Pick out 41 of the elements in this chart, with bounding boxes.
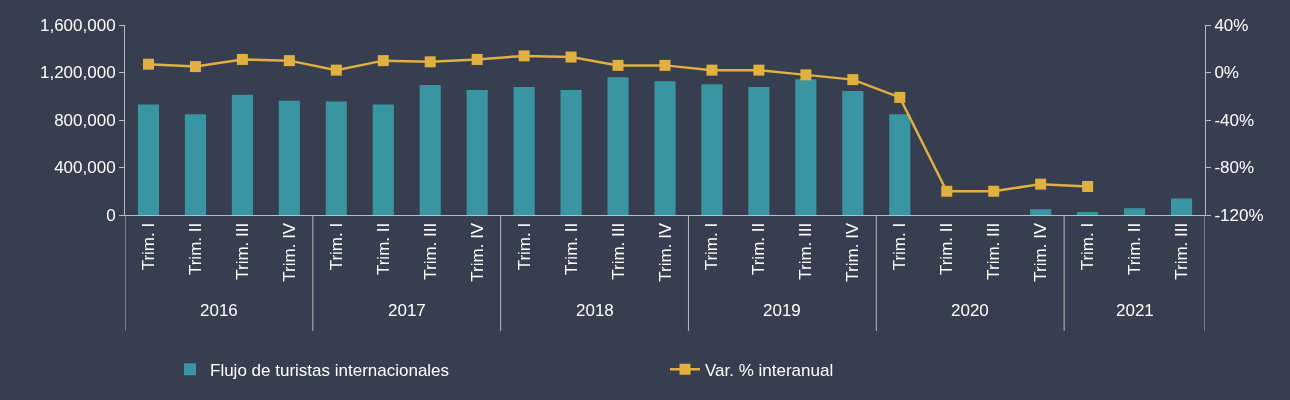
x-tick-label: Trim. I: [1078, 222, 1098, 271]
x-tick-label: Trim. I: [514, 222, 534, 271]
x-tick-label: Trim. I: [139, 222, 158, 271]
x-tick-label: Trim. III: [608, 222, 628, 280]
x-tick-label: Trim. II: [373, 222, 393, 276]
x-tick-label: Trim. IV: [1031, 222, 1051, 282]
y-tick-label: 1,200,000: [39, 63, 116, 83]
y-tick-label: 0: [106, 205, 116, 225]
x-tick-label: Trim. III: [1172, 222, 1192, 280]
x-tick-label: Trim. IV: [843, 222, 863, 282]
legend-label: Flujo de turistas internacionales: [210, 360, 450, 380]
x-tick-label: Trim. III: [420, 222, 440, 280]
y-tick-label: 400,000: [54, 158, 116, 178]
y2-tick-label: -80%: [1214, 158, 1255, 178]
x-tick-label: Trim. II: [185, 222, 205, 276]
y2-tick-label: -40%: [1214, 110, 1255, 130]
y2-tick-label: 40%: [1214, 15, 1249, 35]
text: 2020: [951, 301, 989, 320]
x-tick-label: Trim. III: [232, 222, 252, 280]
x-tick-label: Trim. IV: [467, 222, 487, 282]
x-tick-label: Trim. I: [890, 222, 910, 271]
text: 2021: [1116, 301, 1154, 320]
x-tick-label: Trim. I: [702, 222, 722, 271]
y-tick-label: 800,000: [54, 110, 116, 130]
x-tick-label: Trim. II: [561, 222, 581, 276]
text: 2019: [763, 301, 801, 320]
x-tick-label: Trim. II: [1125, 222, 1145, 276]
x-tick-label: Trim. IV: [279, 222, 299, 282]
x-tick-label: Trim. II: [749, 222, 769, 276]
x-tick-label: Trim. III: [984, 222, 1004, 280]
x-tick-label: Trim. II: [937, 222, 957, 276]
x-tick-label: Trim. IV: [655, 222, 675, 282]
legend-label: Var. % interanual: [705, 360, 834, 380]
text: 2017: [388, 301, 426, 320]
x-tick-label: Trim. I: [326, 222, 346, 271]
y-tick-label: 1,600,000: [39, 15, 116, 35]
y2-tick-label: -120%: [1214, 205, 1264, 225]
y2-tick-label: 0%: [1214, 63, 1239, 83]
text: 2018: [576, 301, 614, 320]
text: 2016: [200, 301, 238, 320]
x-tick-label: Trim. III: [796, 222, 816, 280]
